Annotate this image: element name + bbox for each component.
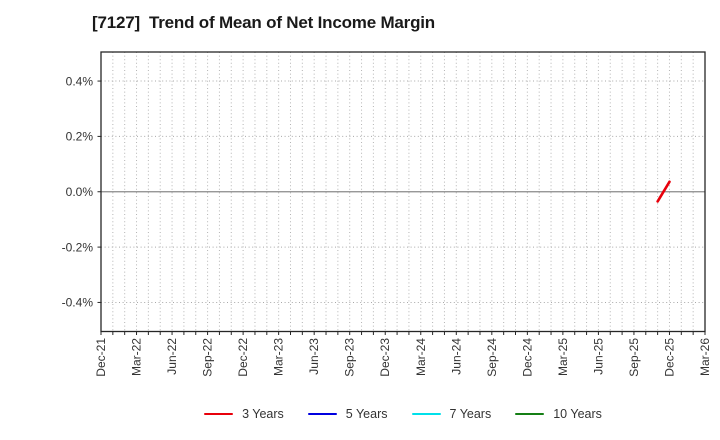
svg-text:Mar-25: Mar-25 [556, 338, 570, 376]
svg-text:Jun-22: Jun-22 [165, 338, 179, 375]
svg-text:-0.4%: -0.4% [62, 296, 94, 310]
legend-line-7-years-icon [411, 412, 441, 416]
svg-text:Sep-23: Sep-23 [343, 338, 357, 377]
svg-text:0.2%: 0.2% [66, 130, 94, 144]
svg-text:Sep-22: Sep-22 [201, 338, 215, 377]
svg-text:Dec-24: Dec-24 [520, 338, 534, 377]
svg-text:Mar-24: Mar-24 [414, 338, 428, 376]
legend-label-5-years: 5 Years [345, 406, 388, 421]
svg-text:Mar-23: Mar-23 [272, 338, 286, 376]
svg-text:Sep-24: Sep-24 [485, 338, 499, 377]
legend-line-3-years-icon [204, 412, 234, 416]
legend-label-3-years: 3 Years [242, 406, 284, 421]
svg-text:0.0%: 0.0% [66, 185, 94, 199]
svg-text:Dec-22: Dec-22 [236, 338, 250, 377]
chart-title: [7127] Trend of Mean of Net Income Margi… [92, 13, 435, 32]
svg-text:Jun-23: Jun-23 [307, 338, 321, 375]
svg-text:Dec-21: Dec-21 [94, 338, 108, 377]
legend-item-3-years: 3 Years [204, 408, 284, 421]
legend-label-10-years: 10 Years [553, 406, 602, 421]
svg-text:Dec-23: Dec-23 [378, 338, 392, 377]
legend-line-10-years-icon [515, 412, 545, 416]
legend-line-5-years-icon [307, 412, 337, 416]
legend-item-5-years: 5 Years [307, 406, 388, 421]
legend-item-7-years: 7 Years [411, 406, 492, 421]
svg-text:Jun-25: Jun-25 [591, 338, 605, 375]
svg-text:Jun-24: Jun-24 [449, 338, 463, 375]
svg-text:Sep-25: Sep-25 [627, 338, 641, 377]
svg-text:Dec-25: Dec-25 [662, 338, 676, 377]
legend-label-7-years: 7 Years [449, 406, 492, 421]
svg-text:0.4%: 0.4% [66, 74, 94, 88]
legend: 3 Years 5 Years 7 Years 10 Years [101, 404, 705, 424]
svg-text:Mar-26: Mar-26 [698, 338, 712, 376]
legend-item-10-years: 10 Years [515, 408, 602, 421]
svg-text:Mar-22: Mar-22 [130, 338, 144, 376]
svg-text:-0.2%: -0.2% [62, 240, 94, 254]
